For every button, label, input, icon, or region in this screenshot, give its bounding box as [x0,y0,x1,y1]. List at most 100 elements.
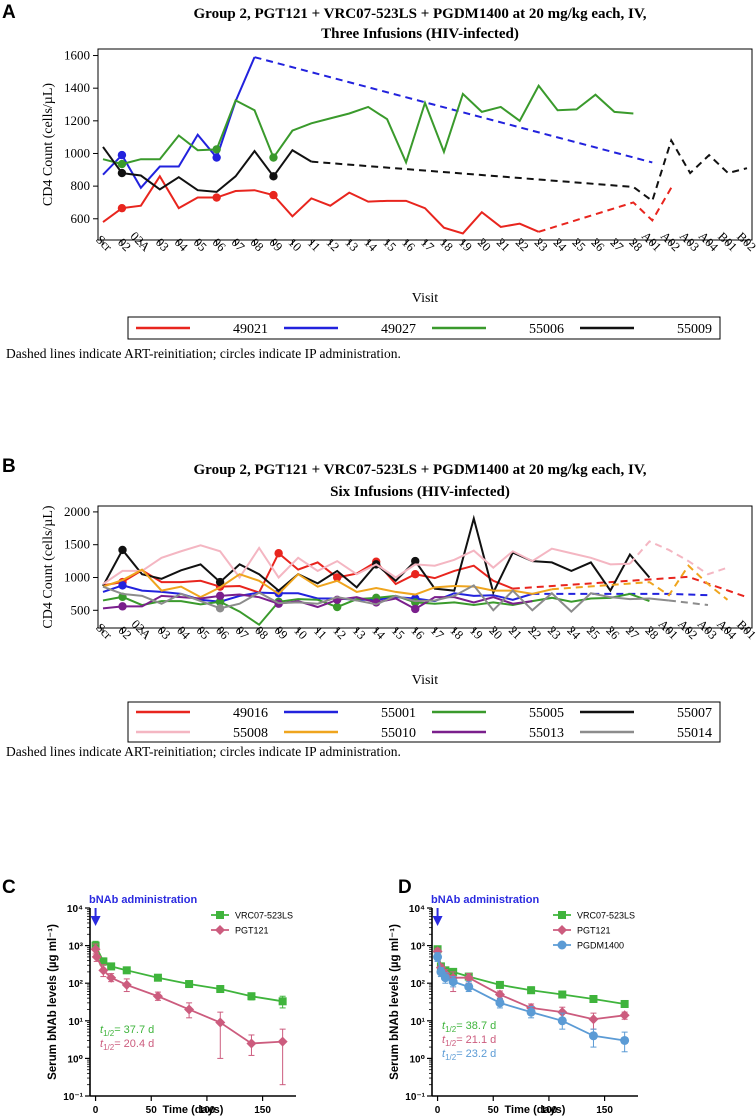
y-tick-label: 10⁻¹ [63,1092,83,1103]
x-tick-label: 08 [248,235,267,254]
series-PGDM1400 [433,952,630,1053]
legend-label: 55005 [529,706,564,721]
x-tick-label: 0 [93,1105,99,1116]
x-axis-label: Visit [412,673,438,688]
y-tick-label: 1200 [64,113,90,128]
legend-marker-square [558,911,566,919]
x-tick-label: 05 [191,235,210,254]
x-tick-label: 16 [399,235,418,254]
series-55009 [102,137,748,203]
series-dashed-line [254,56,653,164]
x-tick-label: A02 [675,617,700,642]
series-line [102,83,634,166]
x-tick-label: 22 [513,235,532,254]
x-tick-label: 22 [525,623,544,642]
x-tick-label: A04 [714,617,740,643]
x-tick-label: 03 [155,623,174,642]
y-tick-label: 10³ [411,942,426,953]
y-tick-label: 10⁰ [67,1054,83,1065]
x-tick-label: A03 [677,229,702,254]
x-tick-label: 21 [494,235,513,254]
x-tick-label: Scr [93,232,115,254]
y-axis-label: CD4 Count (cells/µL) [41,83,56,207]
half-life-value: = 21.1 d [456,1034,496,1046]
y-tick-label: 10⁻¹ [405,1092,425,1103]
data-point-diamond [588,1014,599,1025]
series-line [102,551,514,594]
chart-title-line2: Three Infusions (HIV-infected) [321,26,519,42]
x-tick-label: 27 [623,623,642,642]
x-tick-label: 06 [210,235,229,254]
data-point-diamond [184,1004,195,1015]
x-tick-label: 50 [146,1105,158,1116]
series-55008 [102,540,728,585]
y-axis-label: Serum bNAb levels (µg ml⁻¹) [47,924,59,1080]
series-dashed-line [629,540,728,576]
administration-arrow-icon [432,916,443,926]
data-point-circle [557,1016,567,1026]
legend-label: 55008 [233,726,268,741]
y-tick-label: 1000 [64,569,90,584]
x-tick-label: 50 [488,1105,500,1116]
series-55010 [102,564,729,601]
x-tick-label: 12 [330,623,349,642]
x-tick-label: 09 [267,235,286,254]
data-point-square [99,957,108,966]
data-point-square [589,995,598,1004]
y-tick-label: 10² [411,979,426,990]
y-tick-label: 10¹ [411,1017,426,1028]
x-tick-label: 02A [128,229,153,254]
x-tick-label: Scr [93,620,115,642]
half-life-label: t1/2= 37.7 d [100,1024,154,1038]
infusion-marker [269,172,278,181]
x-tick-label: B01 [734,617,756,642]
panel-label: B [2,456,16,477]
y-axis-label: Serum bNAb levels (µg ml⁻¹) [389,924,401,1080]
x-tick-label: 07 [229,235,248,254]
x-tick-label: 18 [437,235,456,254]
infusion-marker [269,153,278,162]
x-tick-label: 06 [213,623,232,642]
x-tick-label: 150 [254,1105,271,1116]
series-line [102,56,256,190]
x-tick-label: 26 [589,235,608,254]
y-tick-label: 1400 [64,80,90,95]
x-tick-label: 20 [486,623,505,642]
data-point-circle [448,977,458,987]
chart-note: Dashed lines indicate ART-reinitiation; … [6,744,401,759]
y-tick-label: 600 [71,211,91,226]
series-PGT121 [90,943,288,1086]
panel-b: B Group 2, PGT121 + VRC07-523LS + PGDM140… [2,456,756,759]
x-tick-label: 17 [428,623,447,642]
x-tick-label: A03 [695,617,720,642]
panel-label: D [398,877,412,898]
legend-label: 55009 [677,322,712,337]
infusion-marker [269,190,278,200]
x-axis-label: Time (days) [505,1104,566,1116]
series-line [102,174,540,235]
series-49027 [102,56,653,190]
series-line [102,584,670,613]
x-tick-label: 13 [350,623,369,642]
data-point-diamond [246,1038,257,1049]
infusion-marker [332,602,342,612]
data-point-diamond [277,1036,288,1047]
legend-box [127,701,721,743]
infusion-marker [215,577,225,587]
x-tick-label: 04 [172,235,191,254]
legend-label: PGT121 [577,926,611,936]
y-tick-label: 2000 [64,504,90,519]
chart-title-line2: Six Infusions (HIV-infected) [330,484,510,500]
infusion-marker [118,545,127,555]
infusion-marker [215,597,225,606]
infusion-marker [212,193,221,202]
series-55006 [102,83,634,169]
administration-arrow-icon [90,916,101,926]
y-tick-label: 1500 [64,537,90,552]
infusion-marker [274,549,283,558]
y-tick-label: 10³ [69,942,84,953]
infusion-marker [411,570,420,579]
legend-label: 55013 [529,726,564,741]
series-dashed-line [512,575,748,599]
x-tick-label: 24 [551,235,570,254]
